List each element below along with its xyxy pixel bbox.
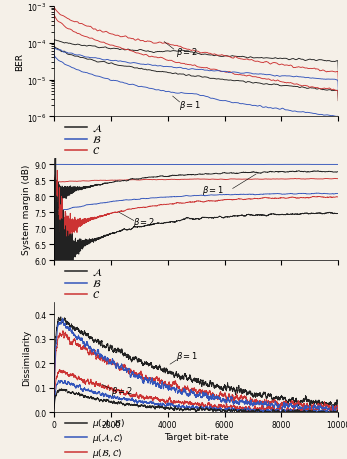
- Text: $\mu(\mathcal{A}, \mathcal{C})$: $\mu(\mathcal{A}, \mathcal{C})$: [92, 431, 124, 444]
- Text: $\beta = 2$: $\beta = 2$: [134, 215, 155, 228]
- Text: $\mathcal{A}$: $\mathcal{A}$: [92, 266, 103, 277]
- Text: $\beta = 2$: $\beta = 2$: [111, 384, 133, 397]
- Text: $\mu(\mathcal{A}, \mathcal{B})$: $\mu(\mathcal{A}, \mathcal{B})$: [92, 416, 125, 429]
- Text: $\mathcal{C}$: $\mathcal{C}$: [92, 289, 100, 300]
- Y-axis label: Dissimilarity: Dissimilarity: [22, 329, 31, 386]
- Text: $\beta = 2$: $\beta = 2$: [176, 46, 198, 59]
- Text: $\mathcal{B}$: $\mathcal{B}$: [92, 134, 102, 145]
- Text: $\mu(\mathcal{B}, \mathcal{C})$: $\mu(\mathcal{B}, \mathcal{C})$: [92, 446, 122, 459]
- X-axis label: Target bit-rate: Target bit-rate: [164, 432, 228, 441]
- Text: $\mathcal{B}$: $\mathcal{B}$: [92, 278, 102, 288]
- Text: $\mathcal{C}$: $\mathcal{C}$: [92, 145, 100, 156]
- Text: $\beta = 1$: $\beta = 1$: [176, 350, 198, 363]
- Y-axis label: BER: BER: [15, 53, 24, 71]
- Y-axis label: System margin (dB): System margin (dB): [22, 165, 31, 255]
- Text: $\beta = 1$: $\beta = 1$: [179, 99, 201, 112]
- Text: $\beta = 1$: $\beta = 1$: [202, 183, 224, 196]
- Text: $\mathcal{A}$: $\mathcal{A}$: [92, 123, 103, 134]
